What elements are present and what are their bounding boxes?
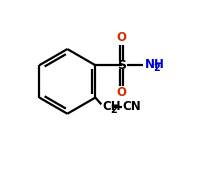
Text: S: S xyxy=(117,59,126,72)
Text: O: O xyxy=(117,31,127,44)
Text: 2: 2 xyxy=(110,105,117,115)
Text: NH: NH xyxy=(145,58,165,71)
Text: CH: CH xyxy=(102,101,121,113)
Text: O: O xyxy=(117,86,127,99)
Text: 2: 2 xyxy=(154,63,160,73)
Text: CN: CN xyxy=(122,101,141,113)
